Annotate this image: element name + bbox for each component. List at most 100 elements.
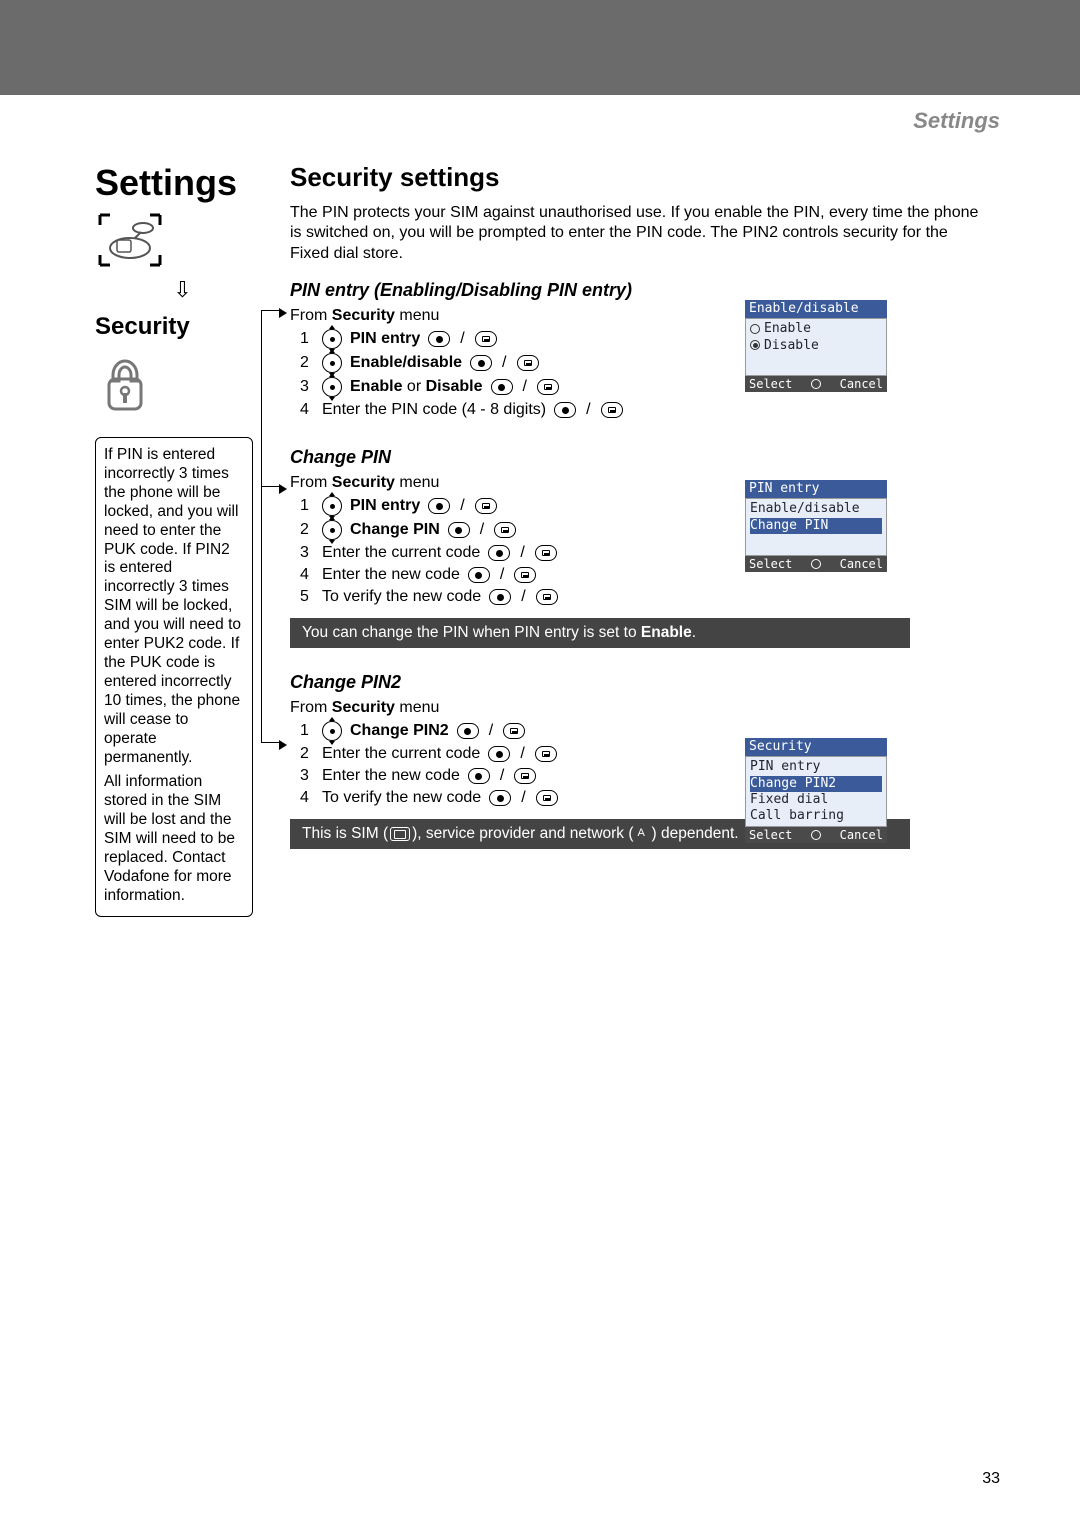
- settings-illustration: [95, 210, 270, 275]
- text: This is SIM (: [302, 825, 388, 842]
- step-label: Enable: [350, 378, 402, 395]
- phone-screenshot-pin-entry: PIN entry Enable/disable Change PIN Sele…: [745, 480, 887, 572]
- text: /: [460, 497, 464, 515]
- center-key-icon: [448, 522, 470, 538]
- text: Enable: [641, 624, 692, 641]
- soft-key-icon: [514, 768, 536, 784]
- text: Security: [332, 307, 395, 324]
- phone-softkeys: Select Cancel: [745, 827, 887, 843]
- phone-titlebar: Enable/disable: [745, 300, 887, 318]
- text: You can change the PIN when PIN entry is…: [302, 624, 641, 641]
- phone-screenshot-enable-disable: Enable/disable Enable Disable Select Can…: [745, 300, 887, 392]
- phone-row: Disable: [750, 338, 882, 354]
- text: Enable: [764, 321, 811, 336]
- soft-key-icon: [517, 355, 539, 371]
- phone-screenshot-security: Security PIN entry Change PIN2 Fixed dia…: [745, 738, 887, 843]
- step-label: Change PIN2: [350, 722, 449, 740]
- step-number: 1: [300, 330, 314, 348]
- subsection-title: Change PIN2: [290, 672, 990, 693]
- phone-row: Fixed dial: [750, 792, 882, 808]
- phone-titlebar: Security: [745, 738, 887, 756]
- text: menu: [395, 699, 439, 716]
- text: /: [520, 745, 524, 763]
- center-key-icon: [468, 567, 490, 583]
- step: 5 To verify the new code /: [300, 588, 990, 606]
- text: /: [523, 378, 527, 396]
- step-number: 5: [300, 588, 314, 606]
- softkey-left: Select: [749, 557, 792, 572]
- step-number: 3: [300, 544, 314, 562]
- subsection-title: Change PIN: [290, 447, 990, 468]
- phone-body: PIN entry Change PIN2 Fixed dial Call ba…: [745, 756, 887, 827]
- text: /: [521, 789, 525, 807]
- soft-key-icon: [535, 746, 557, 762]
- intro-text: The PIN protects your SIM against unauth…: [290, 203, 990, 264]
- phone-row: Enable: [750, 321, 882, 337]
- center-key-icon: [428, 331, 450, 347]
- step: 4 Enter the PIN code (4 - 8 digits) /: [300, 401, 990, 419]
- phone-row: Enable/disable: [750, 501, 882, 517]
- text: /: [460, 330, 464, 348]
- soft-key-icon: [536, 790, 558, 806]
- text: Security: [332, 474, 395, 491]
- nav-key-icon: [322, 721, 342, 741]
- radio-icon: [750, 340, 760, 350]
- phone-softkeys: Select Cancel: [745, 376, 887, 392]
- step-number: 1: [300, 722, 314, 740]
- step-number: 1: [300, 497, 314, 515]
- breadcrumb: Settings: [913, 108, 1000, 134]
- text: /: [480, 521, 484, 539]
- phone-row: PIN entry: [750, 759, 882, 775]
- security-lock-illustration: [95, 347, 270, 422]
- step-label: Enter the new code: [322, 566, 460, 584]
- step-label: To verify the new code: [322, 588, 481, 606]
- step-label: To verify the new code: [322, 789, 481, 807]
- soft-key-icon: [601, 402, 623, 418]
- step-number: 2: [300, 521, 314, 539]
- center-key-icon: [491, 379, 513, 395]
- softkey-right: Cancel: [840, 557, 883, 572]
- soft-key-icon: [537, 379, 559, 395]
- phone-row: Call barring: [750, 808, 882, 824]
- nav-key-icon: [322, 520, 342, 540]
- center-key-icon: [489, 589, 511, 605]
- page: Settings Settings ⇩ Security: [0, 0, 1080, 1528]
- text: /: [500, 566, 504, 584]
- center-key-icon: [488, 746, 510, 762]
- step-number: 4: [300, 401, 314, 419]
- step-label: Enter the PIN code (4 - 8 digits): [322, 401, 546, 419]
- step-label: PIN entry: [350, 330, 420, 348]
- step-number: 2: [300, 745, 314, 763]
- step-number: 3: [300, 767, 314, 785]
- text: ) dependent.: [652, 825, 739, 842]
- soft-key-icon: [494, 522, 516, 538]
- soft-key-icon: [514, 567, 536, 583]
- softkey-center-icon: [811, 559, 821, 569]
- warning-text-1: If PIN is entered incorrectly 3 times th…: [104, 446, 244, 767]
- soft-key-icon: [536, 589, 558, 605]
- text: From: [290, 307, 332, 324]
- connector-line: [261, 310, 281, 311]
- text: menu: [395, 307, 439, 324]
- text: menu: [395, 474, 439, 491]
- softkey-center-icon: [811, 379, 821, 389]
- phone-row-selected: Change PIN: [750, 518, 882, 534]
- arrow-right-icon: [279, 305, 287, 321]
- softkey-right: Cancel: [840, 377, 883, 392]
- phone-row-selected: Change PIN2: [750, 776, 882, 792]
- step-label: Enable/disable: [350, 354, 462, 372]
- subsection-title: PIN entry (Enabling/Disabling PIN entry): [290, 280, 990, 301]
- text: /: [500, 767, 504, 785]
- left-column: Settings ⇩ Security: [95, 162, 270, 422]
- step-label: PIN entry: [350, 497, 420, 515]
- phone-titlebar: PIN entry: [745, 480, 887, 498]
- center-key-icon: [428, 498, 450, 514]
- text: or: [402, 378, 425, 395]
- nav-key-icon: [322, 353, 342, 373]
- center-key-icon: [457, 723, 479, 739]
- phone-softkeys: Select Cancel: [745, 556, 887, 572]
- softkey-left: Select: [749, 828, 792, 843]
- phone-body: Enable Disable: [745, 318, 887, 376]
- security-title: Security: [95, 313, 270, 341]
- connector-line: [261, 742, 281, 743]
